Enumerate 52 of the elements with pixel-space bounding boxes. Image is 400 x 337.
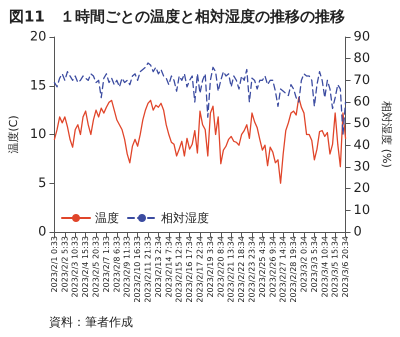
y2-tick-label: 0	[354, 224, 362, 240]
x-tick-label: 2023/2/4 15:33	[81, 236, 90, 298]
y2-tick-label: 90	[354, 30, 370, 44]
x-tick-label: 2023/2/13 2:34	[154, 236, 163, 298]
y2-tick-label: 50	[354, 116, 370, 132]
x-tick-label: 2023/2/11 21:33	[144, 236, 153, 303]
text: 資料：筆者作成	[49, 315, 133, 329]
y-axis-title: 温度(C)	[7, 115, 20, 154]
x-tick-label: 2023/2/5 20:33	[92, 236, 101, 298]
x-tick-label: 2023/2/21 13:34	[226, 236, 236, 303]
x-tick-label: 2023/2/26 9:34	[268, 236, 278, 298]
x-tick-label: 2023/2/3 10:33	[70, 236, 80, 298]
line-series	[54, 96, 346, 184]
y2-axis-title: 相対湿度 (%)	[380, 101, 393, 168]
x-tick-label: 2023/2/8 6:33	[112, 236, 122, 292]
y-tick-label: 20	[30, 30, 46, 44]
x-tick-label: 2023/2/16 17:34	[185, 236, 194, 303]
x-tick-label: 2023/3/2 0:34	[299, 236, 308, 292]
x-tick-label: 2023/2/28 19:34	[289, 236, 298, 303]
x-tick-label: 2023/2/7 1:33	[102, 236, 111, 292]
x-tick-label: 2023/2/27 14:34	[278, 236, 288, 303]
y-tick-label: 10	[30, 127, 46, 142]
x-tick-label: 2023/2/17 22:34	[196, 236, 204, 303]
x-tick-label: 2023/2/20 8:34	[216, 236, 226, 298]
legend-label: 温度	[95, 211, 119, 225]
x-tick-label: 2023/2/14 7:34	[164, 236, 174, 298]
y2-tick-label: 20	[354, 181, 370, 196]
y-tick-label: 0	[38, 224, 46, 240]
x-tick-label: 2023/3/5 15:34	[330, 236, 340, 298]
y2-tick-label: 80	[354, 51, 370, 66]
y2-tick-label: 10	[354, 202, 370, 218]
x-tick-label: 2023/2/9 11:33	[122, 236, 132, 298]
y2-tick-label: 60	[354, 94, 370, 110]
legend-label: 相対湿度	[161, 211, 209, 225]
x-tick-label: 2023/2/22 18:34	[237, 236, 246, 303]
x-tick-label: 2023/2/23 23:34	[247, 236, 256, 303]
y2-tick-label: 70	[354, 72, 370, 88]
x-tick-label: 2023/2/2 5:33	[60, 236, 70, 292]
x-tick-label: 2023/3/6 20:34	[341, 236, 350, 298]
x-tick-label: 2023/2/25 4:34	[258, 236, 267, 298]
y2-tick-label: 30	[354, 160, 370, 174]
y-tick-label: 15	[30, 78, 46, 94]
y-tick-label: 5	[38, 176, 46, 191]
y2-tick-label: 40	[354, 138, 370, 153]
line-series	[54, 62, 346, 136]
x-tick-label: 2023/2/15 12:34	[174, 236, 184, 303]
x-tick-label: 2023/2/1 0:33	[50, 236, 59, 292]
x-tick-label: 2023/3/4 10:34	[320, 236, 330, 298]
x-tick-label: 2023/3/3 5:34	[310, 236, 319, 292]
x-tick-label: 2023/2/19 3:34	[206, 236, 215, 298]
chart-title: 図11 １時間ごとの温度と相対湿度の推移の推移	[9, 8, 345, 26]
x-tick-label: 2023/2/10 16:33	[133, 236, 142, 303]
